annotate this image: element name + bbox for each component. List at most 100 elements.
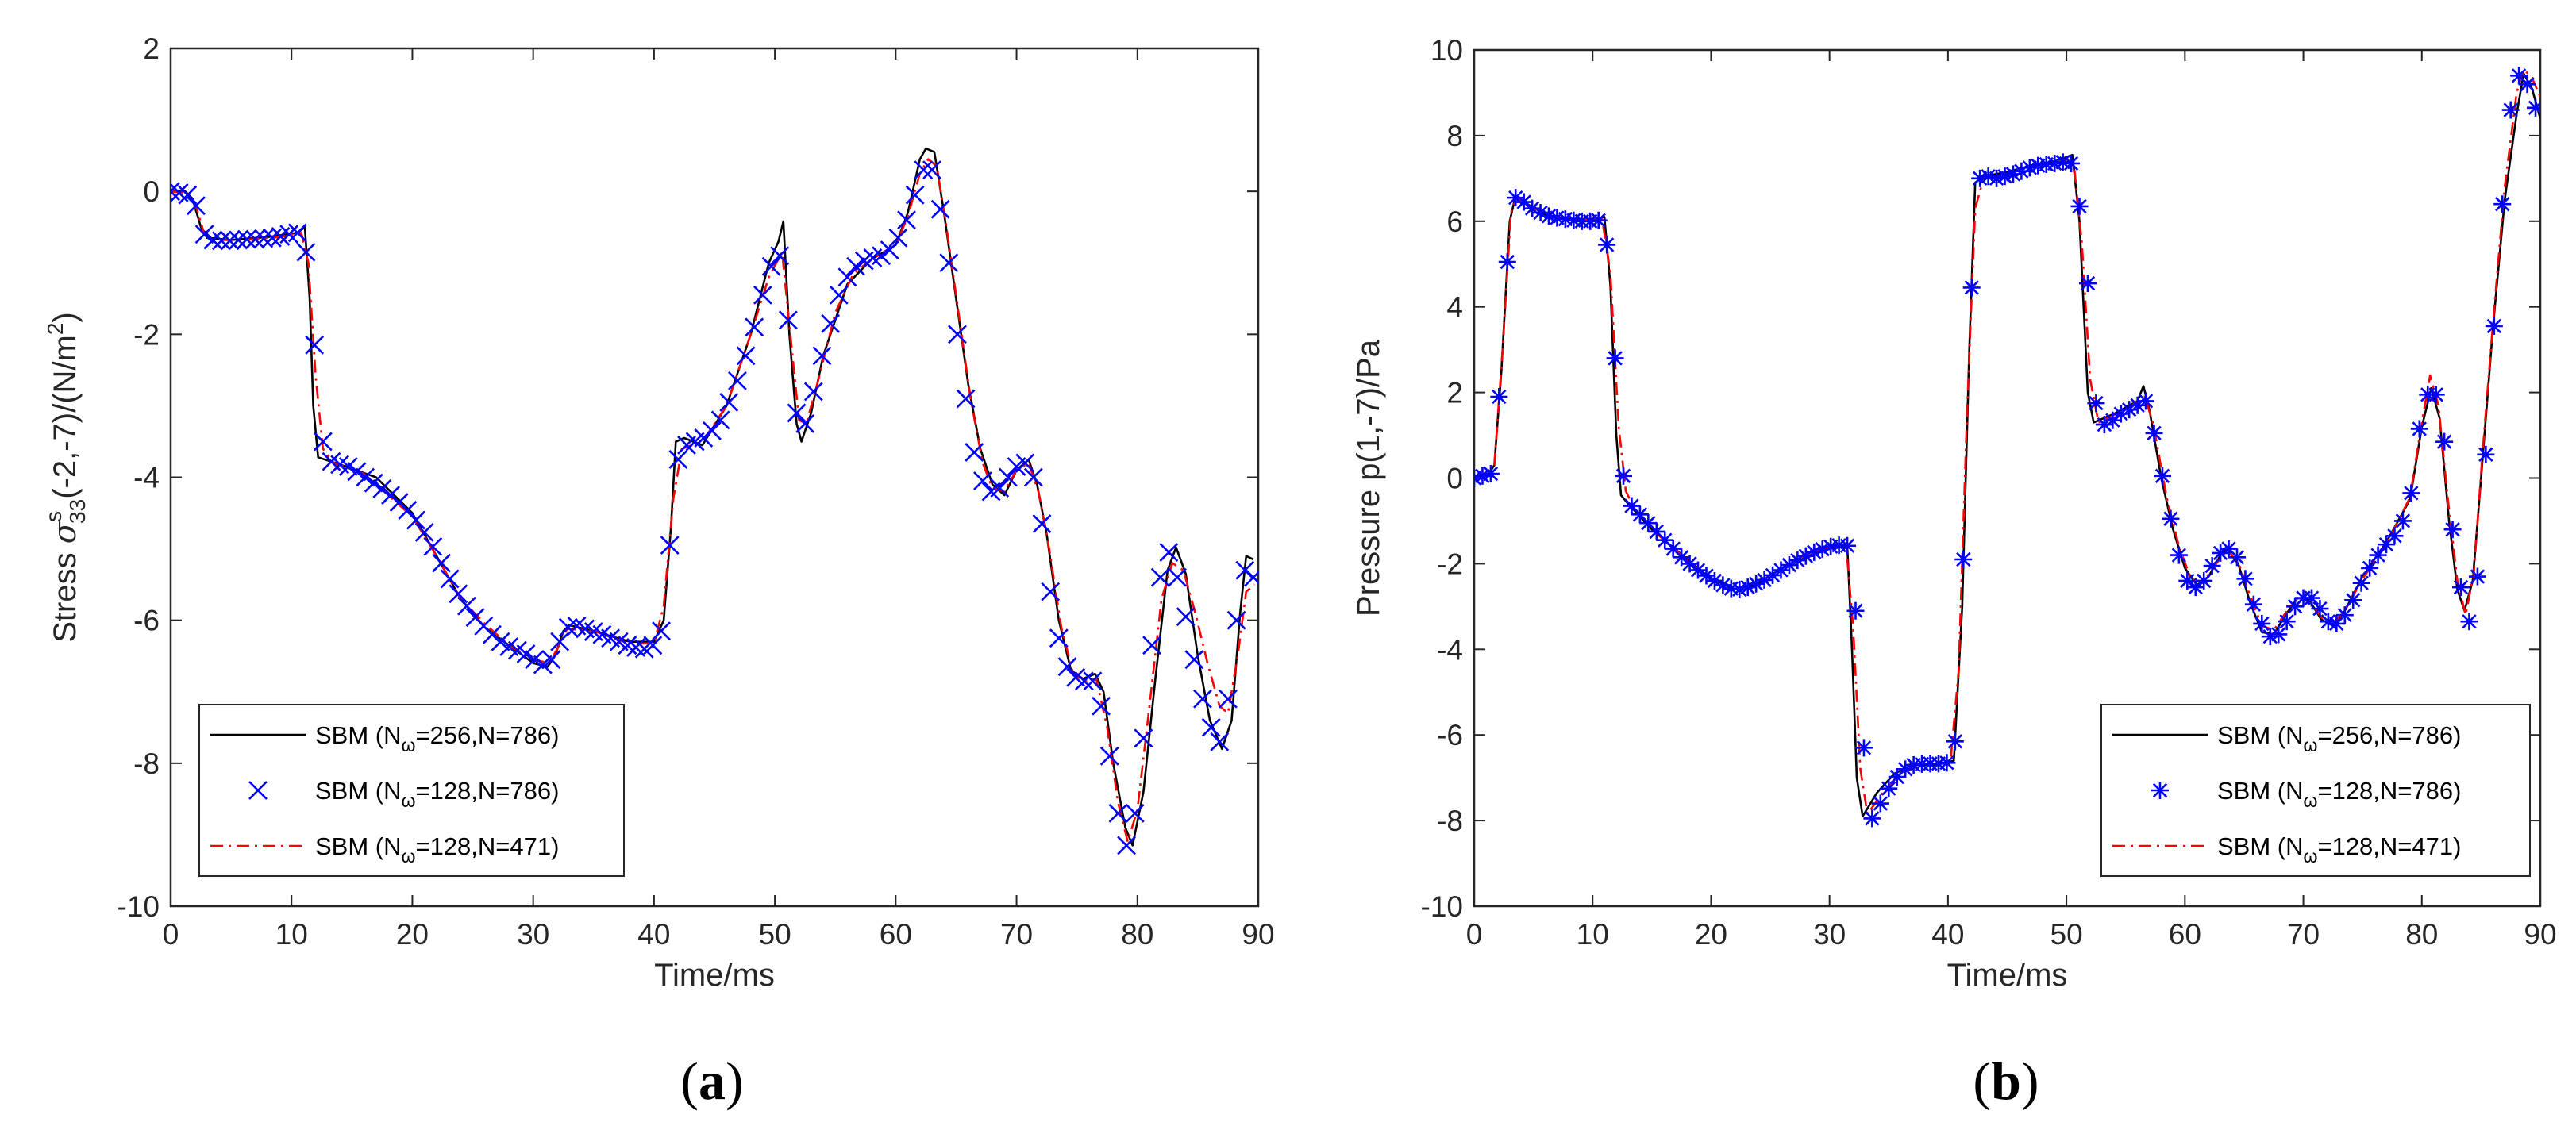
- x-marker-stroke: [703, 421, 722, 440]
- series-marker-point: [998, 467, 1018, 487]
- x-marker-stroke: [1074, 671, 1094, 691]
- star-marker-stroke: [2478, 447, 2493, 462]
- series-marker-point: [778, 310, 798, 330]
- star-marker-stroke: [1624, 498, 1639, 513]
- series-marker-point: [237, 229, 256, 249]
- x-marker-stroke: [171, 183, 189, 202]
- series-marker-point: [558, 617, 578, 637]
- series-marker-point: [1498, 253, 1516, 271]
- series-marker-point: [2393, 512, 2412, 530]
- y-tick-label: 8: [1446, 120, 1463, 152]
- star-marker-stroke: [1615, 468, 1631, 483]
- series-marker-point: [423, 536, 443, 556]
- x-marker-stroke: [583, 622, 603, 641]
- y-axis-label: Pressure p(1,-7)/Pa: [1351, 339, 1386, 617]
- x-marker-stroke: [1134, 728, 1153, 748]
- series-marker-point: [262, 228, 282, 248]
- series-marker-point: [1979, 167, 1997, 186]
- x-marker-stroke: [1032, 514, 1052, 533]
- series-marker-point: [821, 313, 841, 333]
- legend: SBM (Nω=256,N=786) SBM (Nω=128,N=786) SBM …: [198, 704, 625, 877]
- series-marker-point: [2178, 571, 2197, 590]
- star-marker-stroke: [2147, 425, 2162, 441]
- x-tick-label: 50: [2050, 918, 2083, 951]
- series-marker-point: [1226, 610, 1246, 630]
- series-marker-point: [710, 410, 730, 430]
- x-marker-stroke: [643, 636, 663, 655]
- x-marker-stroke: [567, 616, 587, 636]
- series-marker-point: [2493, 195, 2512, 213]
- series-marker-point: [1971, 169, 1989, 187]
- series-marker-point: [2477, 445, 2495, 463]
- star-marker-stroke: [2204, 558, 2220, 574]
- series-marker-point: [2328, 614, 2346, 632]
- series-marker-point: [1954, 551, 1973, 569]
- series-marker-point: [1023, 467, 1043, 487]
- star-marker-stroke: [2254, 616, 2270, 632]
- x-marker-stroke: [745, 317, 764, 337]
- series-marker-point: [2228, 548, 2246, 567]
- x-marker-stroke: [525, 650, 545, 670]
- series-marker-point: [2170, 546, 2188, 564]
- x-marker-stroke: [609, 632, 629, 651]
- star-marker-stroke: [1848, 603, 1863, 618]
- series-marker-point: [550, 632, 570, 651]
- star-marker-stroke: [1690, 563, 1706, 578]
- series-marker-point: [1623, 497, 1641, 515]
- series-marker-point: [516, 644, 536, 663]
- star-marker-stroke: [2055, 155, 2070, 170]
- series-marker-point: [1219, 689, 1238, 709]
- star-marker-stroke: [1632, 507, 1648, 522]
- x-marker-stroke: [576, 619, 595, 639]
- series-marker-point: [787, 403, 807, 423]
- x-marker-stroke: [1150, 567, 1170, 587]
- series-marker-point: [922, 160, 941, 180]
- star-marker-stroke: [1839, 538, 1855, 553]
- chart-panel-b: 0 10 20 30 40 50 60 70 80 90 -10 -8 -6 -4 -2 0 2 4 6 8 10 Tim…: [1351, 34, 2557, 1111]
- panel-caption: (a): [680, 1051, 743, 1111]
- series-marker-point: [846, 256, 866, 276]
- star-marker-stroke: [2520, 76, 2535, 92]
- x-axis-label: Time/ms: [654, 958, 775, 993]
- series-marker-point: [1015, 453, 1035, 473]
- x-marker-stroke: [998, 467, 1018, 487]
- x-marker-stroke: [618, 636, 637, 655]
- series-marker-point: [254, 229, 274, 248]
- x-marker-stroke: [1092, 696, 1111, 716]
- series-marker-point: [2278, 613, 2296, 631]
- star-marker-stroke: [1939, 755, 1954, 771]
- series-line-ref: [171, 147, 1254, 847]
- series-marker-point: [338, 457, 358, 476]
- series-marker-point: [2236, 570, 2254, 588]
- x-marker-stroke: [364, 473, 383, 493]
- x-marker-stroke: [660, 536, 680, 555]
- x-marker-stroke: [965, 443, 984, 462]
- star-marker-stroke: [1707, 573, 1723, 589]
- x-tick-label: 30: [517, 918, 549, 951]
- y-tick-label: -2: [1437, 548, 1463, 580]
- x-tick-label: 20: [396, 918, 429, 951]
- x-marker-stroke: [922, 160, 941, 180]
- legend-entry-label: SBM (Nω=128,N=471): [2217, 832, 2461, 867]
- x-axis-label: Time/ms: [1947, 958, 2068, 993]
- series-marker-point: [1117, 836, 1136, 855]
- legend: SBM (Nω=256,N=786) SBM (Nω=128,N=786) SBM …: [2100, 704, 2531, 877]
- x-marker-stroke: [203, 230, 223, 250]
- series-marker-point: [2518, 75, 2536, 94]
- x-marker-stroke: [939, 253, 959, 273]
- star-marker-stroke: [2246, 597, 2262, 612]
- x-marker-stroke: [719, 392, 739, 412]
- star-marker-stroke: [2370, 548, 2385, 563]
- y-tick-label: -2: [133, 318, 160, 351]
- star-marker-stroke: [2163, 511, 2178, 526]
- legend-entry-label: SBM (Nω=128,N=471): [315, 832, 559, 867]
- series-marker-point: [2270, 625, 2288, 644]
- x-marker-stroke: [499, 637, 519, 656]
- series-marker-point: [1049, 628, 1069, 648]
- star-marker-stroke: [1483, 466, 1499, 482]
- series-marker-point: [2435, 432, 2454, 451]
- star-marker-stroke: [2528, 102, 2540, 116]
- x-tick-label: 10: [1577, 918, 1609, 951]
- x-tick-label: 40: [637, 918, 670, 951]
